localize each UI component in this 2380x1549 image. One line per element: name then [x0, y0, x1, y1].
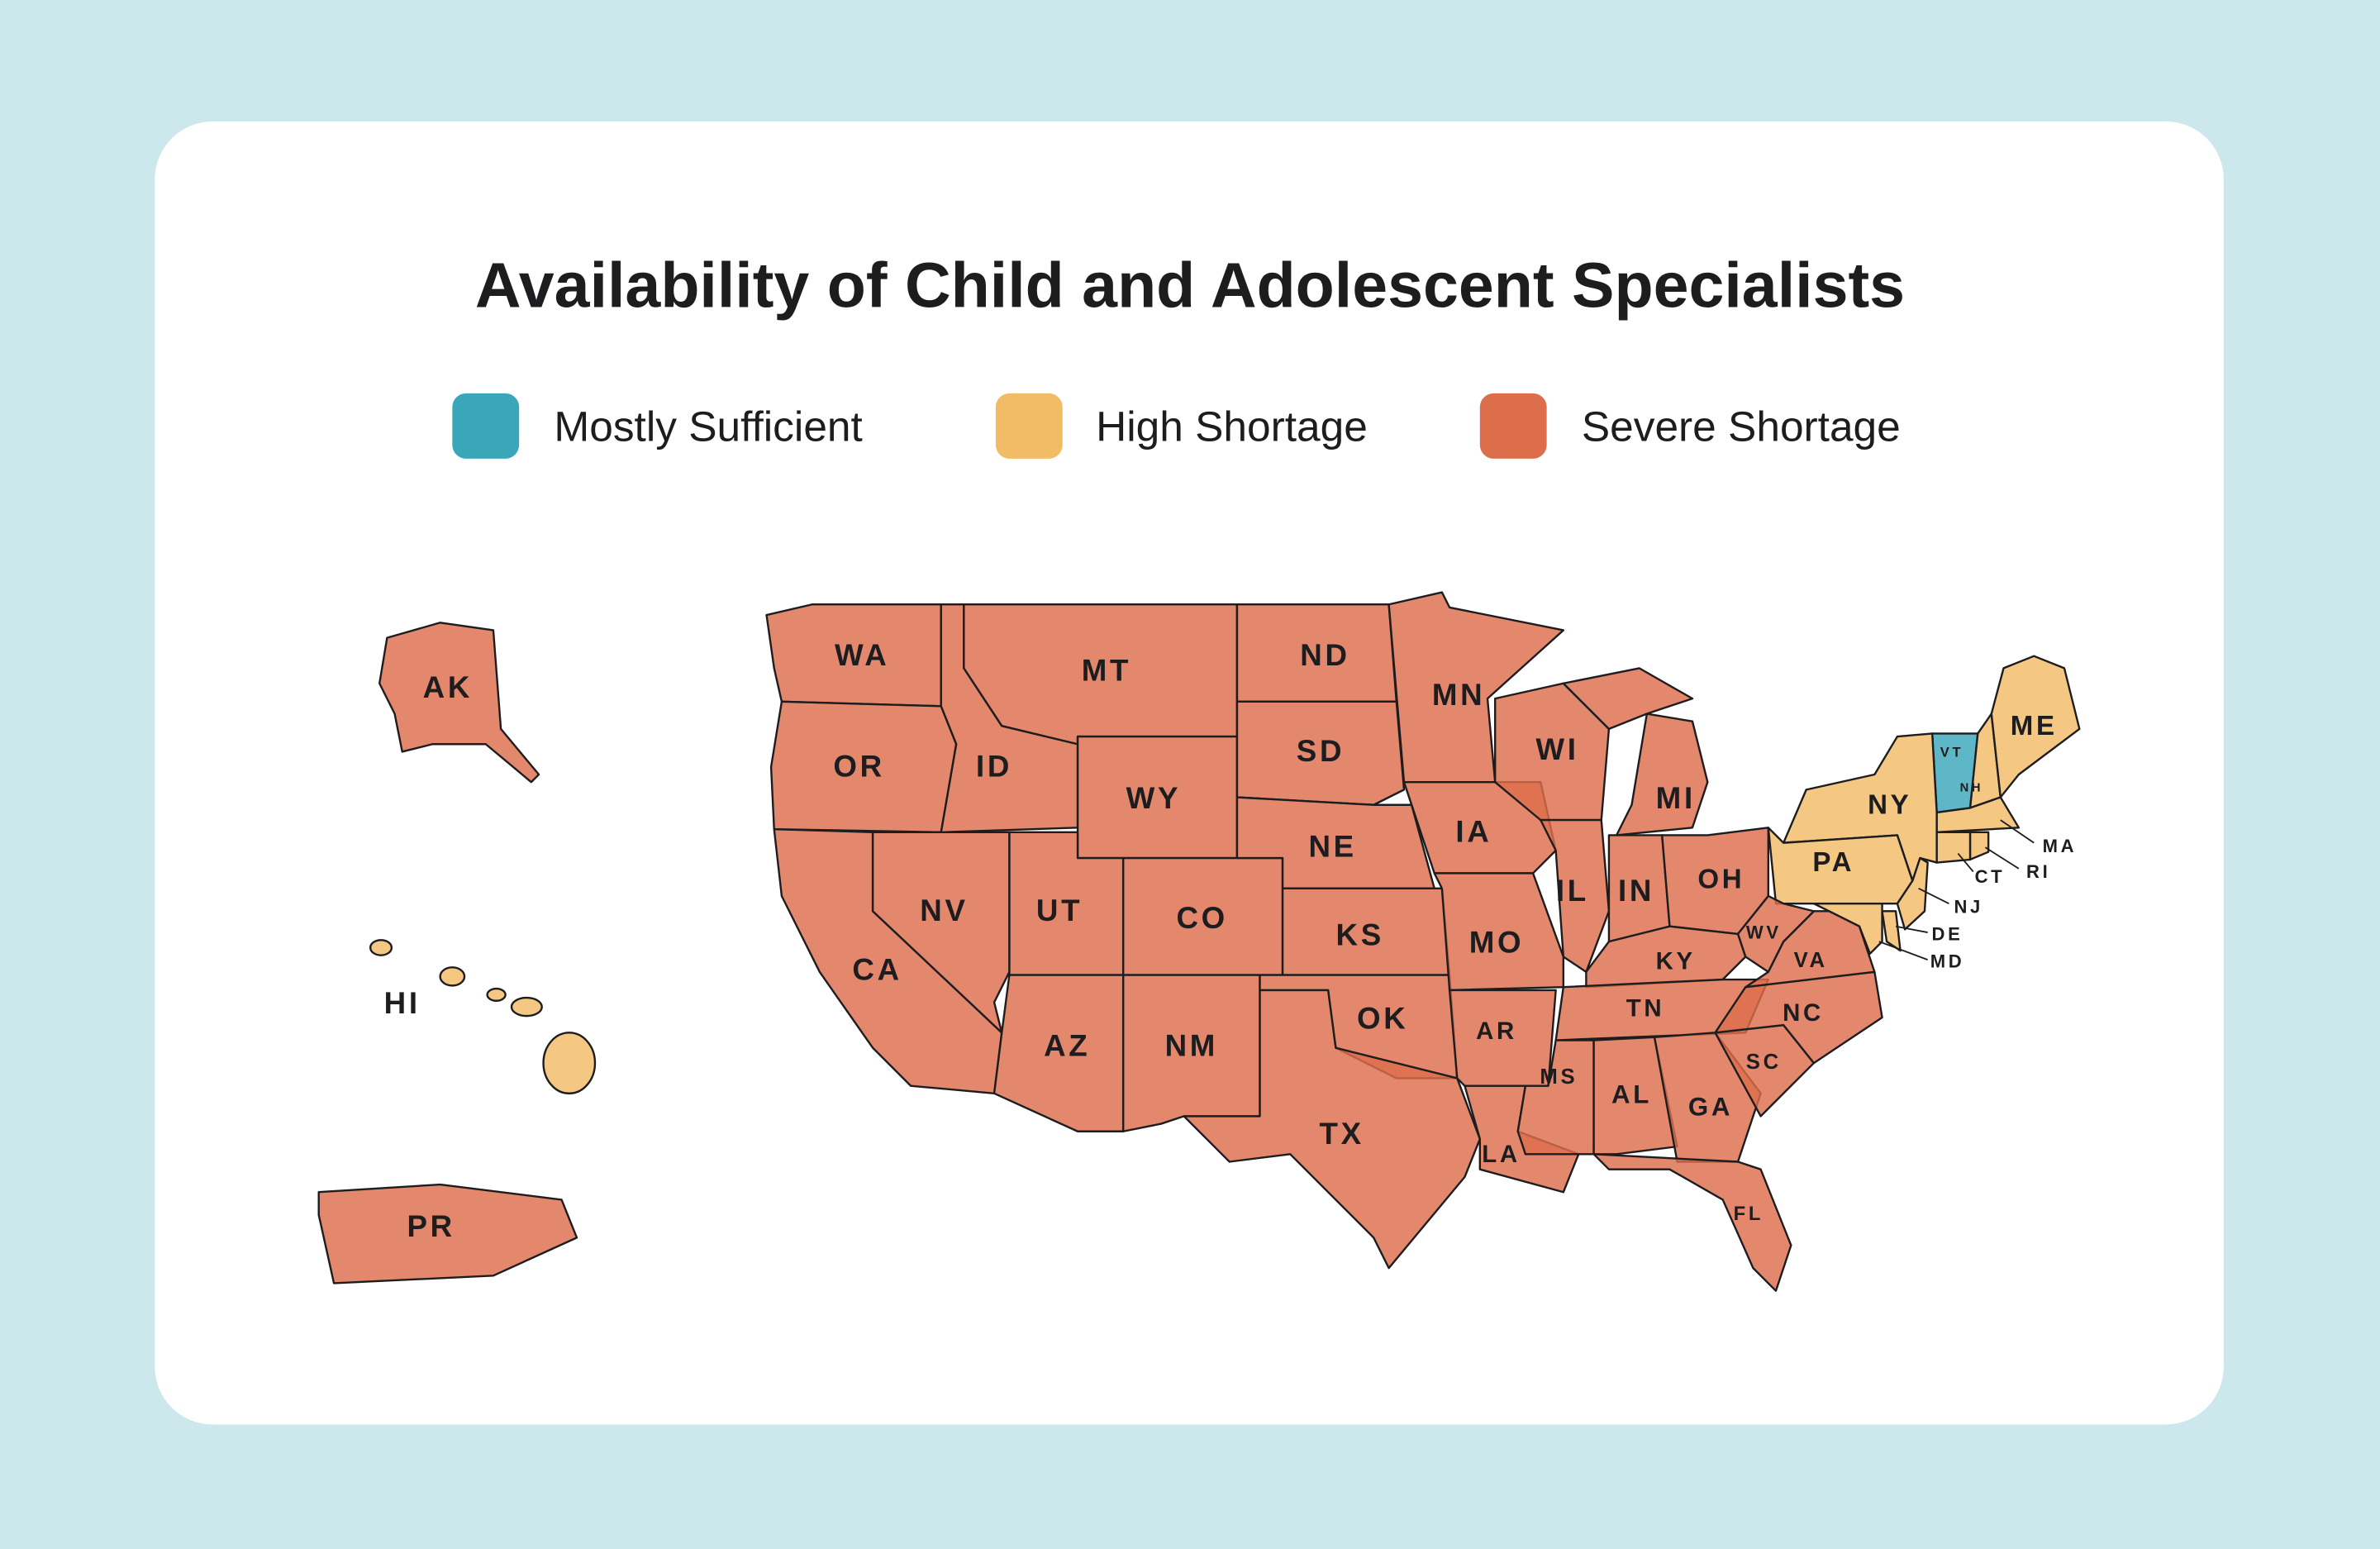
state-label: NM: [1165, 1028, 1218, 1062]
state-label: ND: [1300, 638, 1349, 672]
leader-line: [1918, 887, 1949, 904]
state-label: OH: [1697, 864, 1745, 894]
state-label: MD: [1930, 951, 1965, 972]
state-label: NH: [1960, 781, 1984, 794]
leader-line: [1984, 846, 2020, 870]
state-label: VT: [1940, 745, 1963, 760]
legend-swatch: [1479, 393, 1547, 459]
state-label: NJ: [1954, 897, 1983, 917]
state-shape: [1935, 796, 2021, 834]
map-title: Availability of Child and Adolescent Spe…: [475, 250, 1905, 321]
state-shape: [378, 622, 540, 784]
state-label: KY: [1656, 948, 1696, 975]
state-label: PA: [1812, 847, 1854, 878]
state-label: AR: [1476, 1018, 1517, 1045]
state-shape: [1881, 910, 1902, 952]
island-shape: [542, 1032, 597, 1095]
state-label: CA: [852, 953, 902, 987]
state-shape: [1935, 831, 1972, 864]
state-label: RI: [2026, 861, 2050, 882]
state-label: MA: [2043, 836, 2078, 856]
state-shape: [1562, 667, 1694, 731]
state-label: SD: [1297, 734, 1345, 768]
island-shape: [369, 939, 393, 956]
island-shape: [486, 987, 507, 1002]
state-label: AZ: [1044, 1028, 1090, 1062]
state-label: AL: [1611, 1080, 1652, 1109]
state-label: MI: [1656, 781, 1696, 815]
state-shape: [1592, 1153, 1792, 1292]
state-shape: [1990, 655, 2081, 798]
state-label: ID: [976, 749, 1012, 783]
state-label: ME: [2011, 711, 2058, 741]
state-label: CT: [1975, 866, 2006, 887]
state-label: UT: [1036, 894, 1083, 927]
state-label: WA: [835, 638, 889, 672]
state-label: WI: [1535, 732, 1578, 766]
state-label: NY: [1868, 789, 1911, 820]
state-shape: [1736, 894, 1816, 974]
leader-line: [1957, 852, 1974, 873]
state-label: NE: [1308, 830, 1356, 864]
state-label: CO: [1176, 901, 1227, 935]
state-label: WV: [1746, 922, 1782, 943]
legend-label: High Shortage: [1096, 403, 1368, 450]
state-shape: [1183, 989, 1482, 1270]
state-label: IA: [1455, 814, 1492, 848]
state-label: PR: [407, 1209, 455, 1243]
state-label: VA: [1794, 949, 1828, 972]
state-label: AK: [423, 670, 473, 704]
state-label: MS: [1540, 1065, 1578, 1089]
state-label: DE: [1932, 924, 1963, 945]
state-label: HI: [384, 986, 421, 1020]
state-label: IL: [1556, 874, 1589, 908]
state-shape: [1235, 700, 1406, 806]
state-label: WY: [1126, 781, 1181, 815]
state-shape: [317, 1183, 578, 1284]
state-shape: [1592, 1036, 1678, 1156]
state-shape: [1968, 831, 1990, 861]
state-label: OR: [833, 749, 884, 783]
state-label: IN: [1618, 874, 1654, 908]
legend-swatch: [452, 393, 520, 459]
legend-label: Severe Shortage: [1582, 403, 1901, 450]
state-label: MT: [1082, 654, 1131, 688]
state-label: GA: [1688, 1092, 1733, 1121]
state-label: NC: [1783, 999, 1824, 1027]
state-label: OK: [1357, 1001, 1408, 1035]
state-label: TN: [1626, 995, 1665, 1022]
state-label: TX: [1320, 1117, 1364, 1151]
leader-line: [1895, 925, 1928, 933]
state-label: FL: [1734, 1203, 1764, 1225]
legend-label: Mostly Sufficient: [554, 403, 862, 450]
island-shape: [439, 966, 466, 987]
state-label: MO: [1469, 925, 1524, 959]
legend-swatch: [995, 393, 1063, 459]
island-shape: [510, 996, 543, 1018]
state-label: KS: [1336, 917, 1384, 951]
state-shape: [1896, 856, 1929, 931]
state-label: MN: [1432, 678, 1485, 712]
leader-line: [2000, 819, 2035, 844]
state-label: LA: [1482, 1141, 1521, 1168]
state-label: NV: [920, 894, 968, 927]
state-label: SC: [1746, 1051, 1782, 1074]
leader-line: [1878, 941, 1928, 961]
